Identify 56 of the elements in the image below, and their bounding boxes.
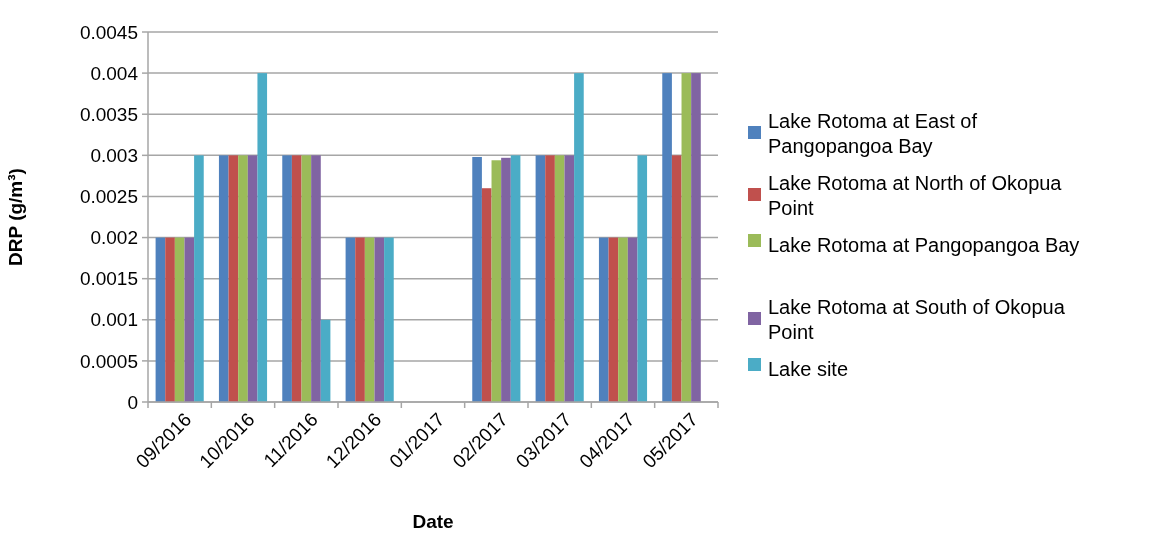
bar xyxy=(637,155,648,402)
legend-label: Lake Rotoma at South of Okopua Point xyxy=(768,296,1066,343)
bar xyxy=(501,157,511,402)
bar xyxy=(228,155,239,402)
bar xyxy=(671,155,682,402)
bar xyxy=(574,73,584,402)
bar xyxy=(364,237,375,402)
y-tick-label: 0.002 xyxy=(90,227,138,249)
bar xyxy=(311,155,321,402)
bar xyxy=(218,155,229,402)
bar xyxy=(355,237,365,402)
y-tick-label: 0 xyxy=(127,391,138,413)
bar xyxy=(618,237,628,402)
bar xyxy=(535,155,546,402)
bar xyxy=(554,155,565,402)
legend-label: Lake Rotoma at Pangopangoa Bay xyxy=(768,234,1080,256)
legend-label: Lake site xyxy=(768,358,849,380)
bar xyxy=(598,237,609,402)
bar xyxy=(545,155,555,402)
legend-label: Lake Rotoma at East of Pangopangoa Bay xyxy=(768,110,978,157)
bar xyxy=(472,156,482,402)
bar xyxy=(301,155,312,402)
y-tick-label: 0.0015 xyxy=(79,268,138,290)
bar xyxy=(257,73,268,402)
y-tick-label: 0.004 xyxy=(90,62,139,84)
bar xyxy=(510,155,521,402)
y-axis-title: DRP (g/m³) xyxy=(5,168,26,266)
bar xyxy=(247,155,258,402)
bar xyxy=(345,237,356,402)
bar xyxy=(374,237,385,402)
bar xyxy=(282,155,292,402)
bar xyxy=(165,237,175,402)
bar xyxy=(155,237,166,402)
bar xyxy=(291,155,302,402)
y-tick-label: 0.0045 xyxy=(79,21,138,43)
bar xyxy=(564,155,575,402)
bar xyxy=(662,73,672,402)
bar xyxy=(608,237,619,402)
bar xyxy=(627,237,638,402)
x-axis-title: Date xyxy=(412,511,454,532)
bar xyxy=(691,73,701,402)
bar xyxy=(384,237,394,402)
y-tick-label: 0.003 xyxy=(90,144,138,166)
bar xyxy=(238,155,248,402)
legend-label: Lake Rotoma at North of Okopua Point xyxy=(768,172,1063,219)
y-tick-label: 0.0025 xyxy=(79,186,138,208)
bar xyxy=(681,73,692,402)
bar xyxy=(194,155,204,402)
bar xyxy=(481,188,492,402)
bar xyxy=(174,237,185,402)
bar xyxy=(491,160,502,402)
bar xyxy=(184,237,195,402)
y-tick-label: 0.001 xyxy=(90,309,138,331)
bar xyxy=(320,319,331,402)
y-tick-label: 0.0035 xyxy=(79,103,138,125)
y-tick-label: 0.0005 xyxy=(79,350,138,372)
